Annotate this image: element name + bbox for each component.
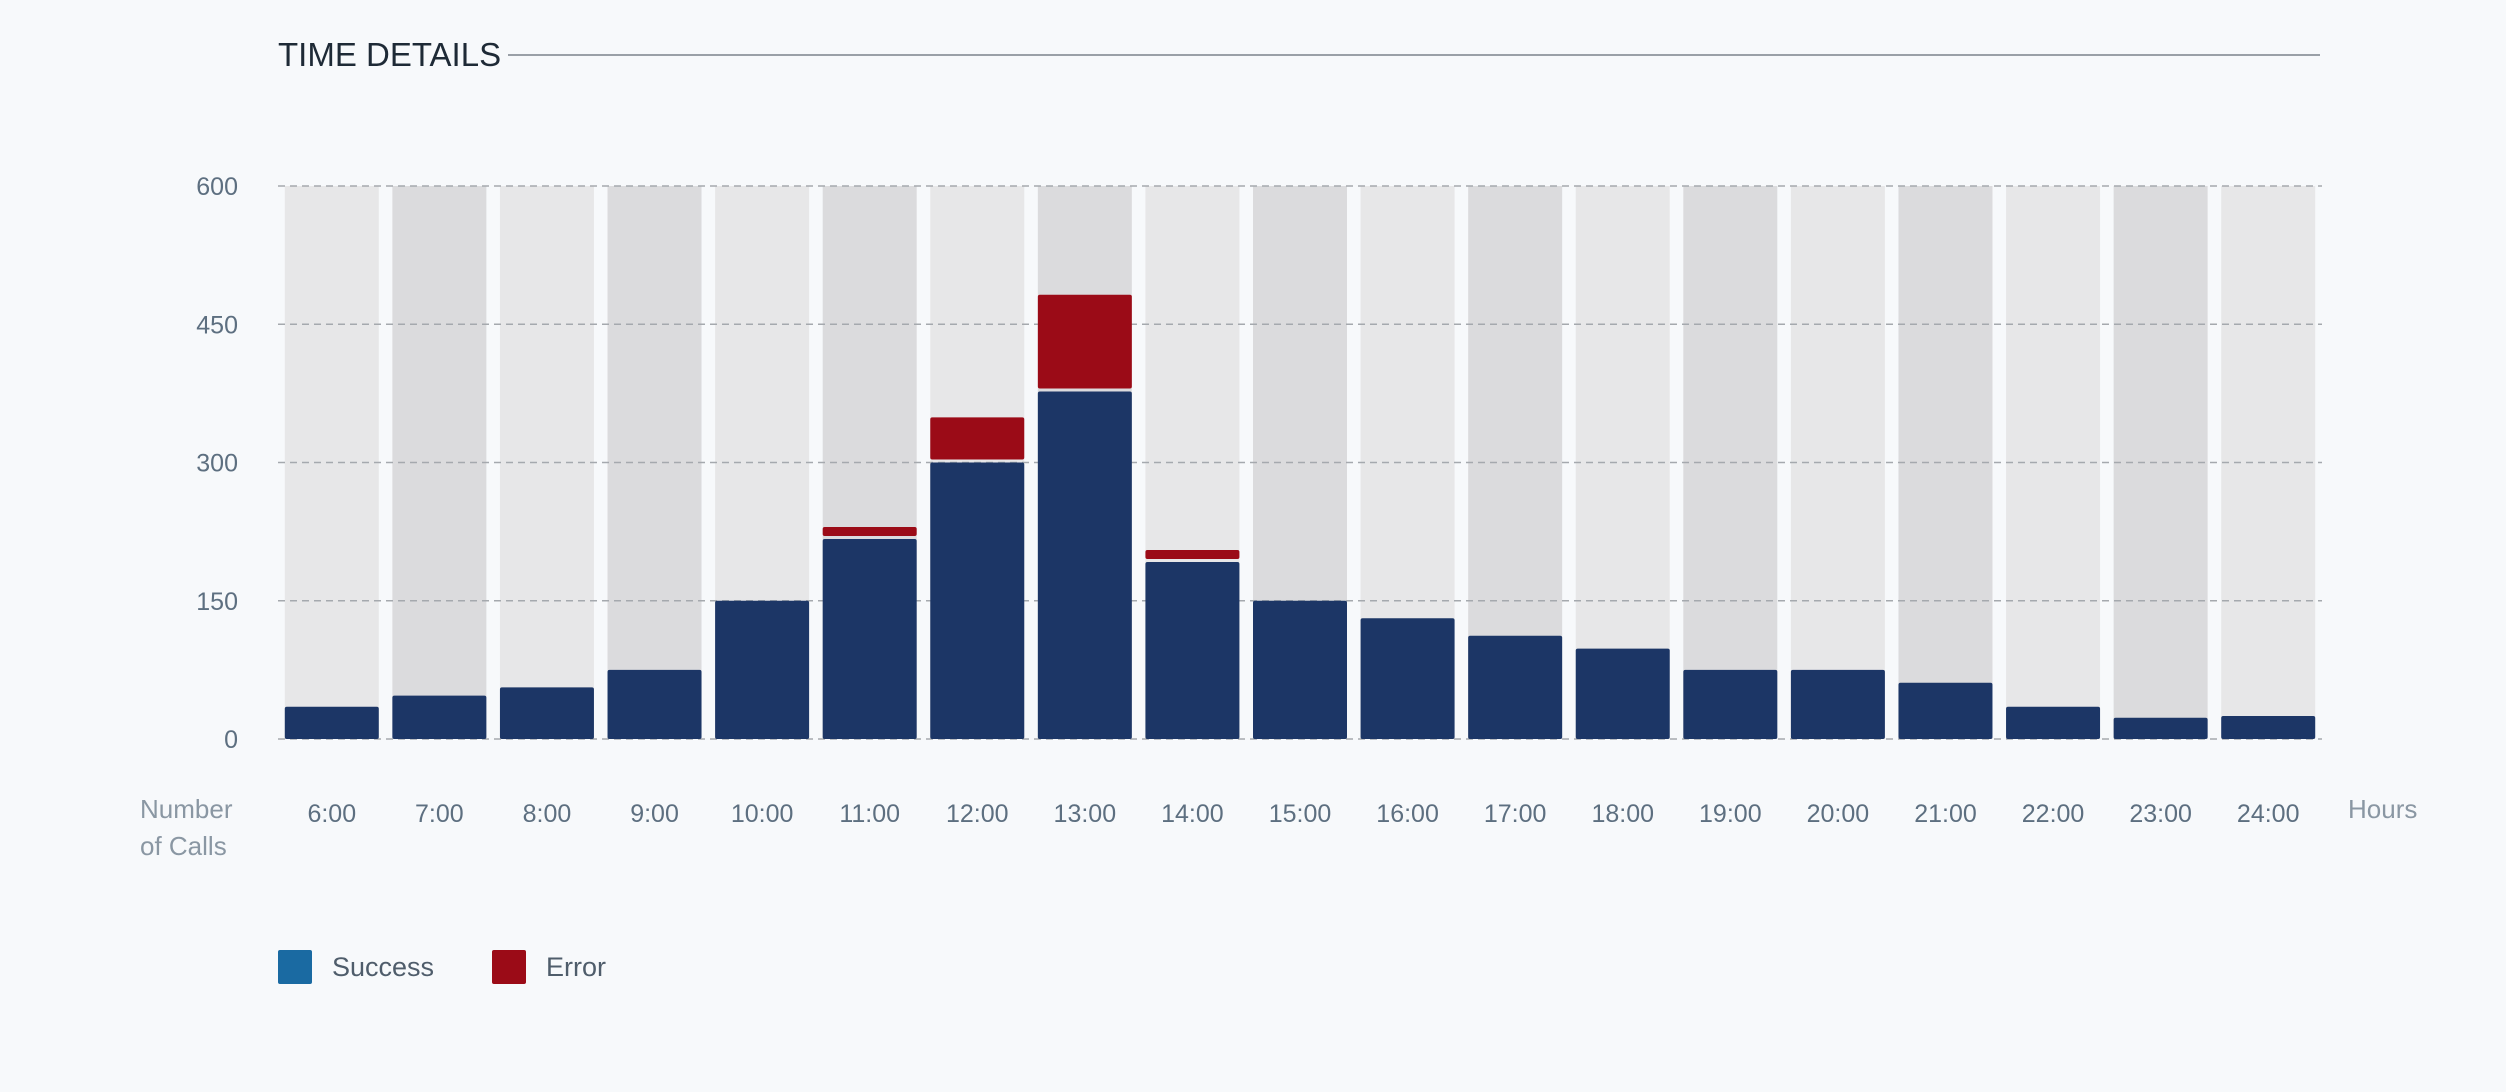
- x-tick-label: 19:00: [1699, 800, 1762, 828]
- x-tick-label: 14:00: [1161, 800, 1224, 828]
- x-tick-label: 21:00: [1914, 800, 1977, 828]
- x-axis-ticks: 6:00 7:00 8:00 9:00 10:00 11:00 12:00 13:00 14:0…: [307, 800, 2299, 828]
- y-tick-label: 600: [196, 173, 238, 201]
- chart-title: TIME DETAILS: [278, 36, 501, 73]
- x-tick-label: 7:00: [415, 800, 464, 828]
- bar-success: [1468, 635, 1563, 739]
- legend-swatch-success: [278, 950, 312, 984]
- x-tick-label: 10:00: [731, 800, 794, 828]
- x-tick-label: 24:00: [2237, 800, 2300, 828]
- y-tick-label: 300: [196, 450, 238, 478]
- bar-success: [2221, 715, 2316, 739]
- bar-success: [1145, 562, 1240, 739]
- bar-error: [822, 527, 917, 536]
- y-tick-label: 450: [196, 311, 238, 339]
- bar-success: [1037, 391, 1132, 739]
- y-tick-label: 0: [224, 726, 238, 754]
- x-tick-label: 12:00: [946, 800, 1009, 828]
- x-tick-label: 18:00: [1591, 800, 1654, 828]
- bar-success: [1575, 648, 1670, 739]
- bar-success: [930, 462, 1025, 739]
- bar-success: [284, 706, 379, 739]
- bar-success: [2113, 717, 2208, 739]
- bar-success: [822, 538, 917, 739]
- y-tick-label: 150: [196, 588, 238, 616]
- y-axis-title: Number of Calls: [140, 794, 240, 861]
- y-axis-ticks: 0 150 300 450 600: [196, 173, 238, 754]
- bar-success: [499, 687, 594, 739]
- legend: Success Error: [278, 950, 606, 984]
- bar-success: [1360, 618, 1455, 739]
- bar-error: [1037, 294, 1132, 389]
- x-tick-label: 17:00: [1484, 800, 1547, 828]
- x-tick-label: 22:00: [2022, 800, 2085, 828]
- legend-swatch-error: [492, 950, 526, 984]
- x-tick-label: 6:00: [307, 800, 356, 828]
- x-tick-label: 8:00: [523, 800, 572, 828]
- x-tick-label: 15:00: [1269, 800, 1332, 828]
- bar-success: [715, 600, 810, 739]
- bar-success: [607, 669, 702, 739]
- bars: [284, 294, 2316, 739]
- x-axis-title: Hours: [2348, 794, 2417, 824]
- legend-label-success: Success: [332, 952, 434, 982]
- bar-error: [930, 417, 1025, 460]
- bar-error: [1145, 550, 1240, 560]
- bar-success: [392, 695, 487, 739]
- x-tick-label: 13:00: [1054, 800, 1117, 828]
- bar-success: [1683, 669, 1778, 739]
- legend-label-error: Error: [546, 952, 606, 982]
- bar-success: [1898, 682, 1993, 739]
- bar-success: [1790, 669, 1885, 739]
- x-tick-label: 9:00: [630, 800, 679, 828]
- x-tick-label: 16:00: [1376, 800, 1439, 828]
- x-tick-label: 23:00: [2129, 800, 2192, 828]
- x-tick-label: 20:00: [1807, 800, 1870, 828]
- bar-success: [2006, 706, 2101, 739]
- x-tick-label: 11:00: [839, 800, 900, 828]
- bar-success: [1253, 600, 1347, 739]
